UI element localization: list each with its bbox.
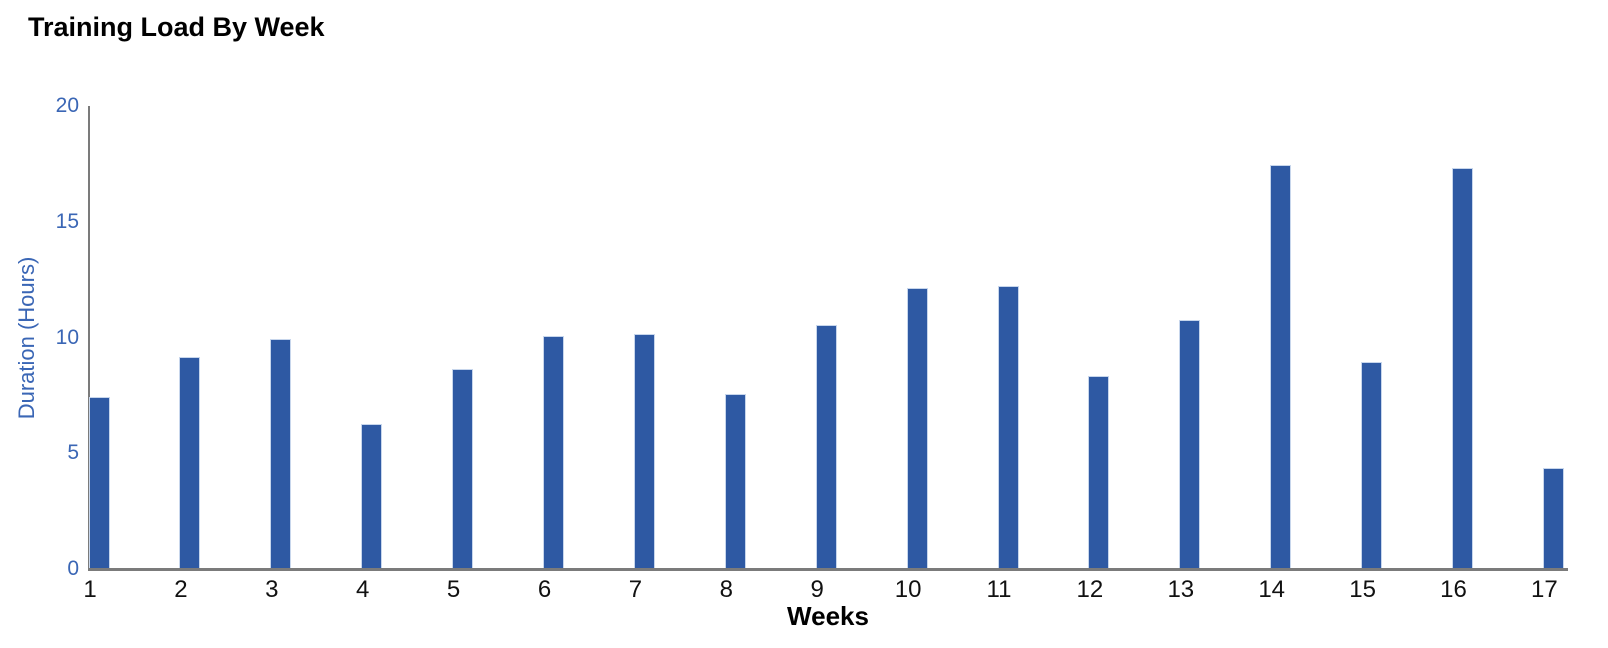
bar bbox=[361, 424, 383, 568]
bar bbox=[88, 397, 110, 568]
bar bbox=[1179, 320, 1201, 568]
x-tick-label: 15 bbox=[1349, 576, 1376, 603]
x-axis-line bbox=[88, 568, 1568, 571]
x-tick-label: 12 bbox=[1076, 576, 1104, 603]
x-tick-label: 7 bbox=[628, 576, 643, 603]
bar bbox=[724, 394, 746, 568]
y-axis-line bbox=[88, 106, 90, 571]
bar bbox=[1361, 362, 1383, 568]
bar bbox=[1088, 376, 1110, 568]
y-tick-label: 5 bbox=[67, 441, 79, 465]
bar bbox=[452, 369, 474, 568]
x-tick-label: 3 bbox=[265, 576, 279, 603]
bar bbox=[633, 334, 655, 568]
x-tick-label: 13 bbox=[1167, 576, 1195, 603]
bar bbox=[815, 325, 837, 568]
x-tick-label: 5 bbox=[446, 576, 461, 603]
x-tick-label: 1 bbox=[83, 576, 97, 603]
bar bbox=[270, 339, 292, 568]
y-tick-label: 20 bbox=[55, 94, 79, 117]
bar bbox=[543, 336, 564, 568]
bar bbox=[1270, 165, 1292, 568]
y-tick-label: 10 bbox=[55, 325, 79, 349]
x-tick-label: 16 bbox=[1440, 576, 1467, 603]
chart-title: Training Load By Week bbox=[28, 12, 325, 42]
x-tick-label: 8 bbox=[719, 576, 733, 603]
x-tick-label: 14 bbox=[1258, 576, 1286, 603]
y-tick-label: 0 bbox=[67, 557, 79, 580]
bar bbox=[179, 357, 201, 568]
x-tick-label: 10 bbox=[894, 576, 922, 603]
bar bbox=[906, 288, 928, 568]
x-tick-label: 4 bbox=[356, 576, 370, 603]
x-axis-title: Weeks bbox=[787, 601, 869, 631]
x-tick-label: 9 bbox=[810, 576, 824, 603]
x-tick-label: 2 bbox=[174, 576, 188, 603]
x-tick-label: 17 bbox=[1531, 576, 1558, 603]
x-tick-label: 11 bbox=[986, 576, 1012, 603]
x-tick-label: 6 bbox=[537, 576, 552, 603]
bar bbox=[1452, 168, 1473, 568]
bar bbox=[997, 286, 1019, 568]
bar bbox=[1542, 468, 1564, 568]
y-tick-label: 15 bbox=[55, 209, 79, 233]
